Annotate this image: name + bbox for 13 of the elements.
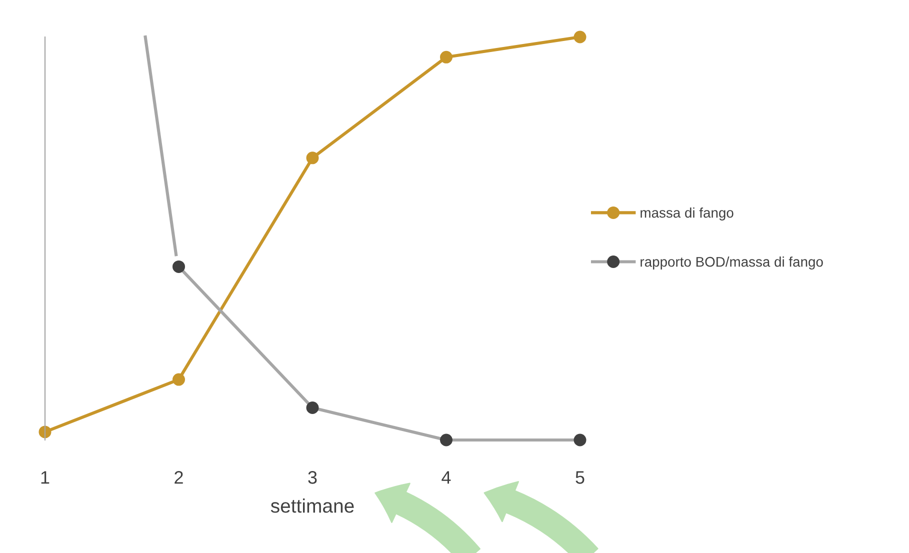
legend-label: rapporto BOD/massa di fango — [640, 256, 823, 270]
x-tick-label: 5 — [576, 471, 584, 484]
point — [440, 50, 452, 64]
x-axis-title: settimane — [270, 498, 354, 513]
x-tick-label: 4 — [442, 471, 451, 484]
x-tick-label: 1 — [41, 471, 50, 484]
point — [172, 373, 185, 386]
point — [38, 426, 52, 438]
x-tick-label: 3 — [308, 471, 317, 484]
x-tick-label: 2 — [174, 471, 183, 484]
point — [574, 30, 586, 44]
point — [306, 152, 319, 164]
legend-label: massa di fango — [640, 207, 734, 220]
